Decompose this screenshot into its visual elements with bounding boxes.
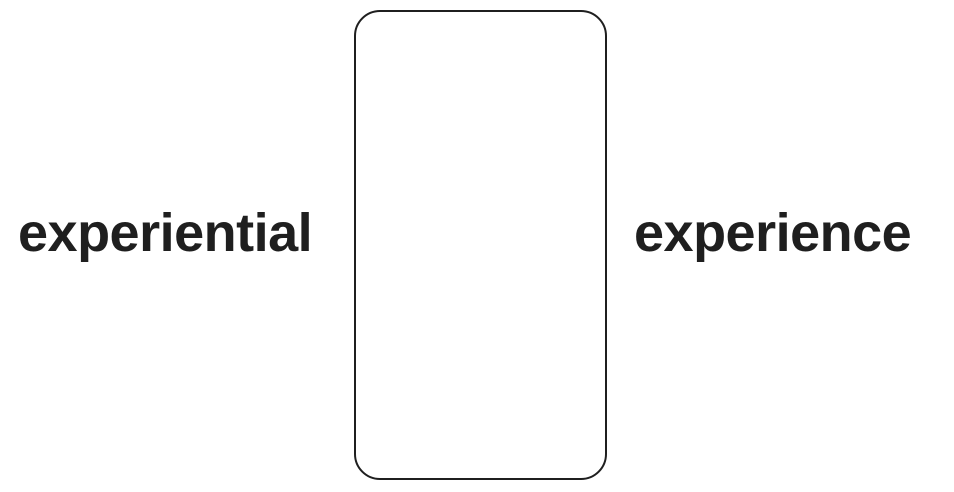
label-experiential: experiential bbox=[18, 203, 313, 263]
phone-frame bbox=[354, 10, 607, 480]
label-experience: experience bbox=[634, 203, 912, 263]
